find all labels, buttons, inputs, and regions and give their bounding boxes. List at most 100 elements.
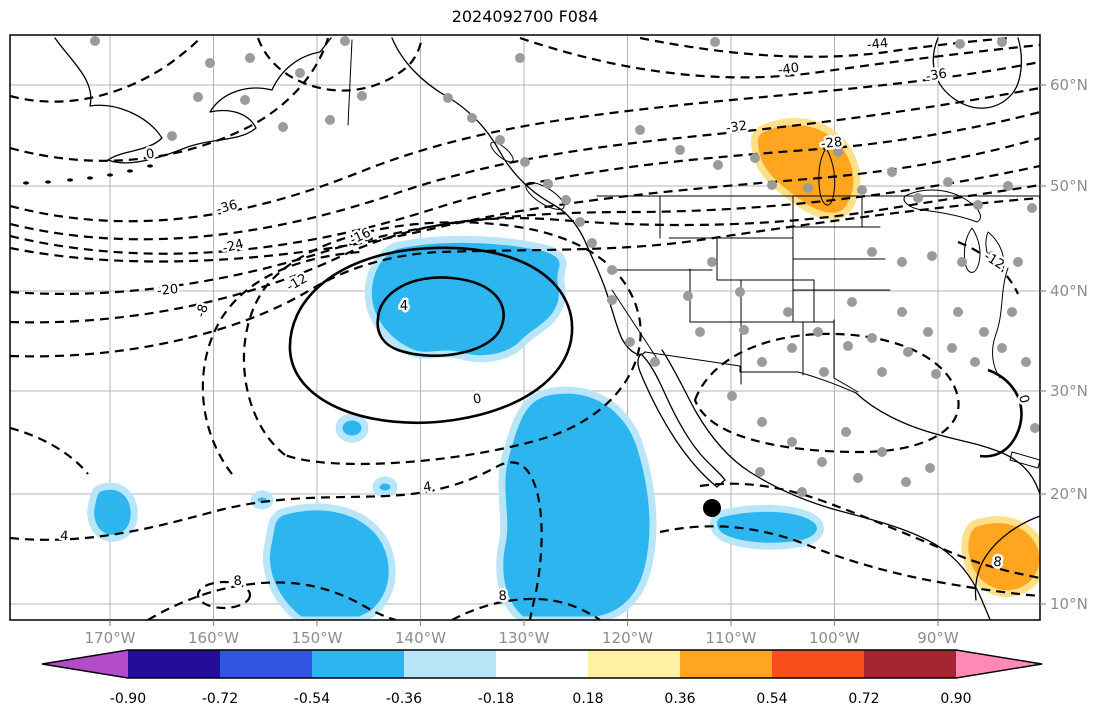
contour-dashed-8-closed-low <box>196 580 252 610</box>
map-layers <box>10 36 1040 620</box>
colorbar-tick-label: -0.54 <box>294 691 330 707</box>
lon-tick-label: 160°W <box>188 629 239 647</box>
station-dot <box>739 325 749 335</box>
station-dot <box>757 417 767 427</box>
station-dot <box>927 251 937 261</box>
station-dot <box>867 333 877 343</box>
station-dot <box>897 257 907 267</box>
coastline-mexico-pacific <box>661 349 991 620</box>
shading-region-negative-mexico-coast <box>710 504 824 550</box>
black-highlight-dot <box>703 499 721 517</box>
station-dot <box>957 257 967 267</box>
colorbar: -0.90 -0.72 -0.54 -0.36 -0.18 0.18 0.36 0.54 0.7… <box>41 649 1043 707</box>
station-dot <box>877 447 887 457</box>
lon-tick-label: 170°W <box>85 629 136 647</box>
station-dot <box>997 37 1007 47</box>
station-dot <box>867 247 877 257</box>
shading-region-negative-far-west <box>87 482 138 542</box>
station-dot <box>295 68 305 78</box>
lat-tick-label: 60°N <box>1050 76 1088 94</box>
station-dot <box>245 53 255 63</box>
station-dot <box>167 131 177 141</box>
station-dot <box>695 327 705 337</box>
colorbar-tick-label: 0.72 <box>848 691 879 707</box>
colorbar-segment <box>588 650 680 678</box>
station-dot <box>635 125 645 135</box>
colorbar-segment <box>128 650 220 678</box>
station-dot <box>755 467 765 477</box>
station-dot <box>278 122 288 132</box>
station-dot <box>787 437 797 447</box>
colorbar-extend-right <box>956 650 1042 678</box>
coastline-alaska <box>54 37 332 164</box>
station-dot <box>240 95 250 105</box>
contour-dashed-neg36 <box>10 60 1040 223</box>
plot-frame <box>9 34 1041 621</box>
lon-tick-label: 130°W <box>499 629 550 647</box>
station-dot <box>735 287 745 297</box>
station-dot <box>750 153 760 163</box>
colorbar-tick-label: 0.18 <box>572 691 603 707</box>
station-dot <box>1021 357 1031 367</box>
station-dot <box>841 427 851 437</box>
station-dot <box>897 307 907 317</box>
station-dot <box>923 327 933 337</box>
contour-dashed-neg8 <box>201 250 361 475</box>
axis-label-layer: 170°W 160°W 150°W 140°W 130°W 120°W 110°W 100°W… <box>85 76 1088 647</box>
station-dot <box>1030 423 1040 433</box>
plot-title: 2024092700 F084 <box>452 7 599 26</box>
contour-dashed-neg24 <box>10 136 1040 263</box>
station-dot <box>1013 257 1023 267</box>
lon-tick-label: 90°W <box>917 629 959 647</box>
station-dot <box>913 193 923 203</box>
colorbar-tick-label: -0.90 <box>110 691 146 707</box>
station-dot <box>495 135 505 145</box>
station-dot <box>1003 181 1013 191</box>
contour-solid-4 <box>376 276 505 357</box>
contour-dashed-bering-2 <box>256 37 424 92</box>
contour-dashed-8-southwest <box>147 581 397 620</box>
station-dot <box>520 157 530 167</box>
station-dot <box>357 91 367 101</box>
station-dot <box>340 36 350 46</box>
station-dot <box>819 367 829 377</box>
lon-tick-label: 100°W <box>809 629 860 647</box>
station-dot <box>1007 307 1017 317</box>
contour-label: 8 <box>498 589 507 605</box>
lon-tick-label: 140°W <box>395 629 446 647</box>
border-alaska-yukon <box>347 39 353 126</box>
station-dot <box>973 200 983 210</box>
river-mississippi <box>992 267 1009 379</box>
station-dot <box>587 238 597 248</box>
station-dot <box>970 357 980 367</box>
contour-label: -40 <box>777 61 800 79</box>
station-dot <box>817 457 827 467</box>
station-dot <box>797 487 807 497</box>
colorbar-outline <box>41 649 1043 679</box>
station-dot <box>443 93 453 103</box>
contour-label: -36 <box>925 66 949 84</box>
shading-region-negative-north-pacific <box>364 235 567 363</box>
colorbar-segment <box>404 650 496 678</box>
contour-dashed-8-south-center <box>451 597 601 620</box>
station-dot <box>813 327 823 337</box>
colorbar-tick-label: -0.18 <box>478 691 514 707</box>
station-dot <box>953 307 963 317</box>
colorbar-segment <box>496 650 588 678</box>
station-dot <box>650 357 660 367</box>
shading-region-negative-small-1 <box>335 413 369 443</box>
station-dot <box>853 473 863 483</box>
station-dot <box>847 297 857 307</box>
shading-region-negative-southwest <box>263 503 396 620</box>
colorbar-tick-label: -0.36 <box>386 691 422 707</box>
lat-tick-label: 20°N <box>1050 485 1088 503</box>
solid-contour-layer <box>288 246 1023 458</box>
station-dot <box>757 357 767 367</box>
station-dot <box>543 179 553 189</box>
dashed-contour-layer <box>10 36 1040 620</box>
station-dot <box>607 265 617 275</box>
station-dot <box>857 185 867 195</box>
colorbar-tick-label: -0.72 <box>202 691 238 707</box>
